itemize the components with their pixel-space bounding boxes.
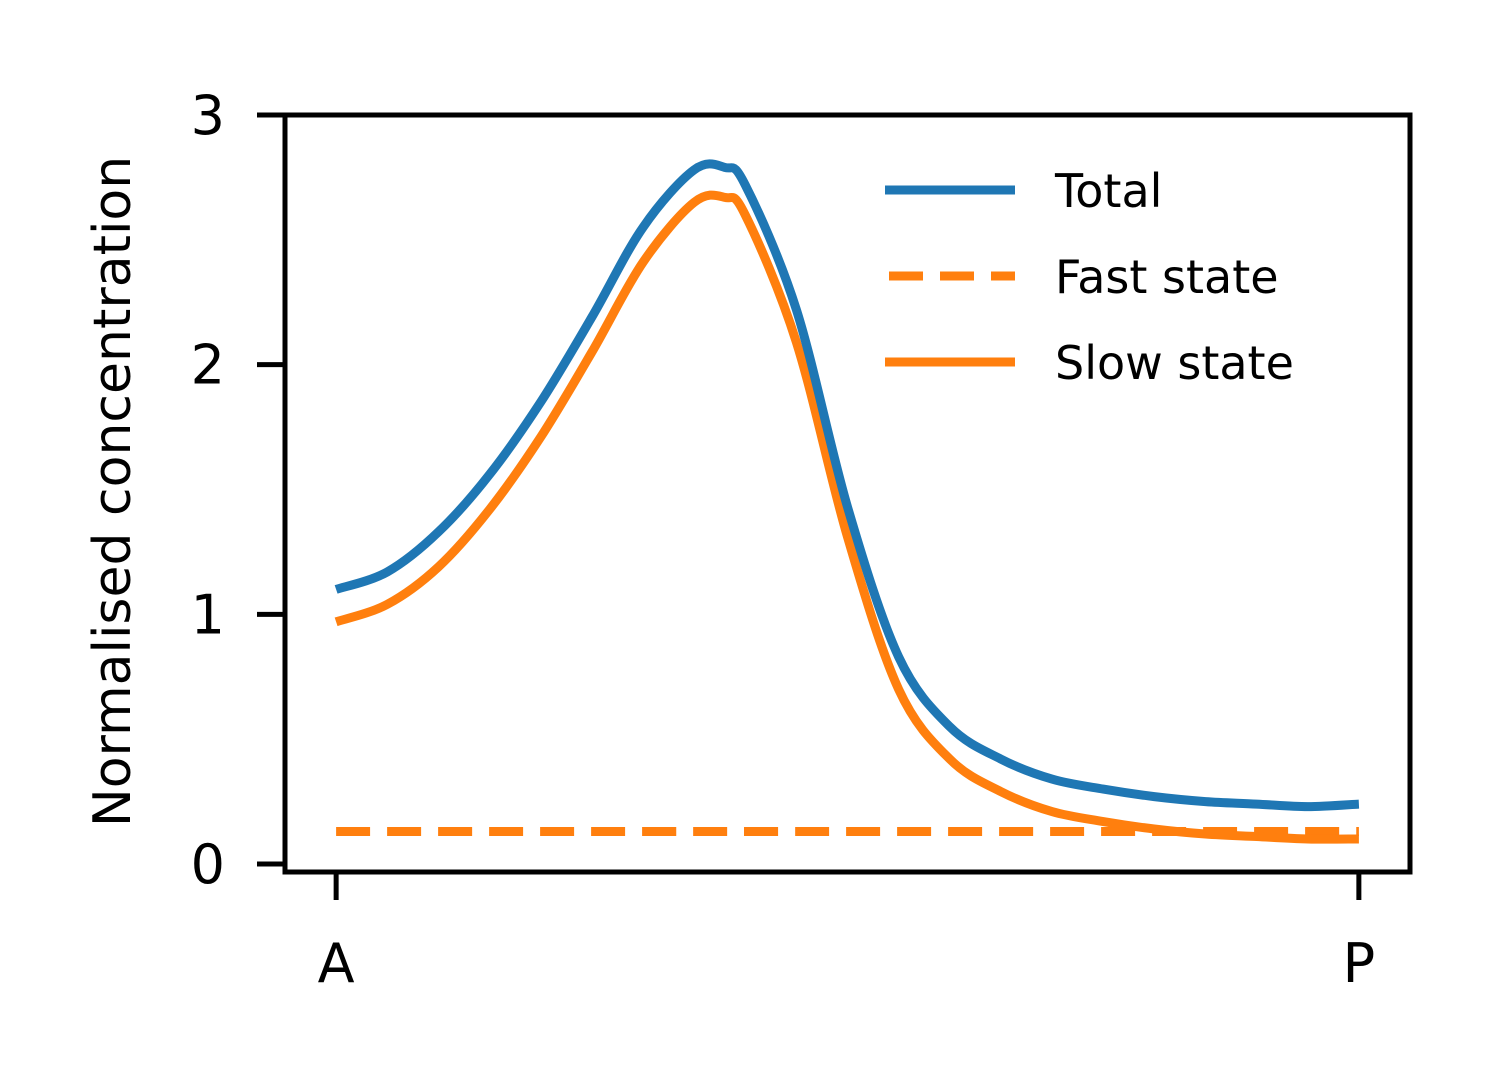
x-tick-label: P	[1343, 932, 1376, 995]
y-tick-label: 1	[191, 583, 225, 646]
plot-frame	[282, 112, 1413, 875]
x-tick-label: A	[318, 932, 355, 995]
y-tick-label: 2	[191, 334, 225, 397]
series-line-slow-state	[334, 190, 1359, 844]
y-tick-label: 3	[191, 84, 225, 147]
legend-label-slow-state: Slow state	[1055, 336, 1294, 390]
y-tick-label: 0	[191, 833, 225, 896]
axes-layer: 0 1 2 3 A P	[191, 84, 1376, 995]
legend: Total Fast state Slow state	[885, 164, 1294, 390]
series-layer	[334, 159, 1360, 844]
legend-label-total: Total	[1054, 164, 1162, 218]
legend-label-fast-state: Fast state	[1055, 250, 1279, 304]
y-axis-label: Normalised concentration	[83, 156, 143, 827]
series-line-total	[334, 159, 1360, 812]
